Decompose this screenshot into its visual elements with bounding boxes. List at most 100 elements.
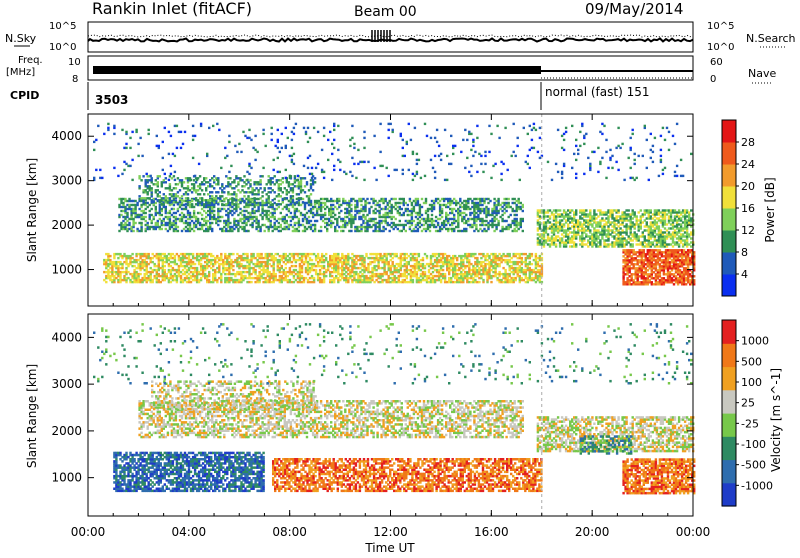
power-heat-cell <box>365 253 367 255</box>
power-heat-cell <box>134 222 136 224</box>
power-heat-cell <box>290 212 292 214</box>
power-heat-cell <box>177 208 179 210</box>
power-heat-cell <box>555 243 557 245</box>
power-heat-cell <box>177 191 179 193</box>
power-heat-cell <box>126 212 128 214</box>
power-heat-cell <box>197 218 199 220</box>
power-heat-cell <box>465 214 467 216</box>
nave-tick-0: 0 <box>710 74 716 85</box>
power-heat-cell <box>262 277 264 279</box>
power-heat-cell <box>395 224 397 226</box>
power-heat-cell <box>443 198 445 200</box>
power-heat-cell <box>518 206 520 208</box>
power-heat-cell <box>490 281 492 283</box>
power-heat-cell <box>138 185 140 187</box>
power-heat-cell <box>250 281 252 283</box>
power-heat-cell <box>128 218 130 220</box>
power-heat-cell <box>287 275 289 277</box>
power-heat-cell <box>250 253 252 255</box>
power-heat-cell <box>419 226 421 228</box>
power-heat-cell <box>371 261 373 263</box>
power-heat-cell <box>161 214 163 216</box>
power-heat-cell <box>311 263 313 265</box>
power-heat-cell <box>299 257 301 259</box>
power-heat-cell <box>261 195 263 197</box>
power-heat-cell <box>518 228 520 230</box>
power-heat-cell <box>219 220 221 222</box>
power-heat-cell <box>226 273 228 275</box>
power-heat-cell <box>359 267 361 269</box>
power-heat-cell <box>409 198 411 200</box>
power-heat-cell <box>165 222 167 224</box>
power-heat-cell <box>310 208 312 210</box>
power-heat-cell <box>178 255 180 257</box>
power-heat-cell <box>238 271 240 273</box>
power-heat-cell <box>522 230 524 232</box>
power-heat-cell <box>189 189 191 191</box>
power-heat-cell <box>153 183 155 185</box>
power-heat-cell <box>221 183 223 185</box>
power-heat-cell <box>613 241 615 243</box>
power-heat-cell <box>522 218 524 220</box>
power-heat-cell <box>385 228 387 230</box>
power-heat-cell <box>459 198 461 200</box>
power-heat-cell <box>371 253 373 255</box>
power-heat-cell <box>337 253 339 255</box>
cpid-label: CPID <box>10 89 39 102</box>
power-heat-cell <box>154 275 156 277</box>
power-heat-cell <box>403 198 405 200</box>
power-heat-cell <box>407 214 409 216</box>
power-heat-cell <box>382 214 384 216</box>
freq-tick-8: 8 <box>72 74 78 85</box>
power-heat-cell <box>508 198 510 200</box>
power-heat-cell <box>565 239 567 241</box>
power-heat-cell <box>431 218 433 220</box>
power-heat-cell <box>310 183 312 185</box>
power-heat-cell <box>294 175 296 177</box>
power-heat-cell <box>105 281 107 283</box>
power-heat-cell <box>382 220 384 222</box>
power-heat-cell <box>161 228 163 230</box>
power-heat-cell <box>189 201 191 203</box>
power-heat-cell <box>282 181 284 183</box>
power-heat-cell <box>232 269 234 271</box>
power-heat-cell <box>132 230 134 232</box>
power-heat-cell <box>201 214 203 216</box>
power-heat-cell <box>346 222 348 224</box>
nsearch-label: N.Search <box>746 32 796 45</box>
power-heat-cell <box>359 255 361 257</box>
power-heat-cell <box>105 275 107 277</box>
power-heat-cell <box>370 226 372 228</box>
power-heat-cell <box>505 226 507 228</box>
power-heat-cell <box>316 220 318 222</box>
power-heat-cell <box>190 275 192 277</box>
power-heat-cell <box>565 219 567 221</box>
power-heat-cell <box>497 198 499 200</box>
power-heat-cell <box>517 253 519 255</box>
power-heat-cell <box>625 239 627 241</box>
power-heat-cell <box>565 211 567 213</box>
power-heat-cell <box>181 199 183 201</box>
power-heat-cell <box>529 261 531 263</box>
power-heat-cell <box>192 253 194 255</box>
power-heat-cell <box>232 265 234 267</box>
power-heat-cell <box>262 257 264 259</box>
power-heat-cell <box>261 191 263 193</box>
power-heat-cell <box>480 269 482 271</box>
power-heat-cell <box>517 261 519 263</box>
power-heat-cell <box>214 257 216 259</box>
power-heat-cell <box>335 253 337 255</box>
power-heat-cell <box>613 217 615 219</box>
power-heat-cell <box>325 257 327 259</box>
power-heat-cell <box>139 273 141 275</box>
power-heat-cell <box>225 185 227 187</box>
power-heat-cell <box>350 204 352 206</box>
power-heat-cell <box>223 191 225 193</box>
power-heat-cell <box>310 203 312 205</box>
power-heat-cell <box>275 253 277 255</box>
power-heat-cell <box>505 198 507 200</box>
power-heat-cell <box>302 201 304 203</box>
power-heat-cell <box>322 206 324 208</box>
power-heat-cell <box>159 175 161 177</box>
power-heat-cell <box>274 175 276 177</box>
